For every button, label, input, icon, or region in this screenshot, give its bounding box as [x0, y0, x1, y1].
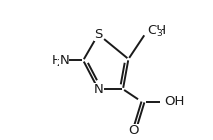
Text: S: S: [94, 28, 102, 41]
Text: N: N: [60, 54, 69, 67]
Text: OH: OH: [164, 95, 184, 108]
Text: CH: CH: [148, 24, 167, 37]
Text: O: O: [129, 124, 139, 137]
Text: 3: 3: [156, 29, 162, 38]
Text: N: N: [93, 83, 103, 96]
Text: 2: 2: [57, 59, 62, 68]
Text: H: H: [52, 54, 62, 67]
